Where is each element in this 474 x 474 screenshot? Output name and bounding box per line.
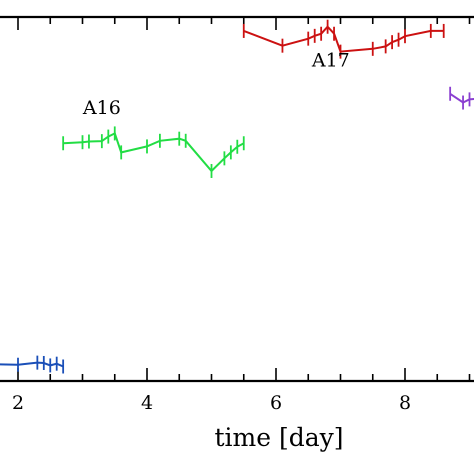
series-labels: A16 A17 [82, 49, 350, 118]
x-axis-label: time [day] [214, 423, 343, 452]
x-ticks: 2 4 6 8 [12, 17, 471, 414]
series-unnamed-3 [449, 86, 474, 110]
series-label-a16: A16 [82, 97, 121, 119]
series-line [0, 361, 64, 368]
data-series [0, 19, 474, 374]
x-tick-label: 8 [399, 392, 411, 414]
series-a16 [62, 126, 245, 178]
x-tick-label: 4 [141, 392, 153, 414]
x-tick-label: 6 [270, 392, 282, 414]
series-line [63, 131, 245, 173]
series-a17 [242, 19, 445, 59]
x-tick-label: 2 [12, 392, 24, 414]
plot-axes [0, 15, 474, 383]
series-line [243, 25, 444, 53]
series-line [449, 92, 474, 104]
series-unnamed-2 [0, 355, 65, 374]
series-label-a17: A17 [311, 49, 350, 71]
